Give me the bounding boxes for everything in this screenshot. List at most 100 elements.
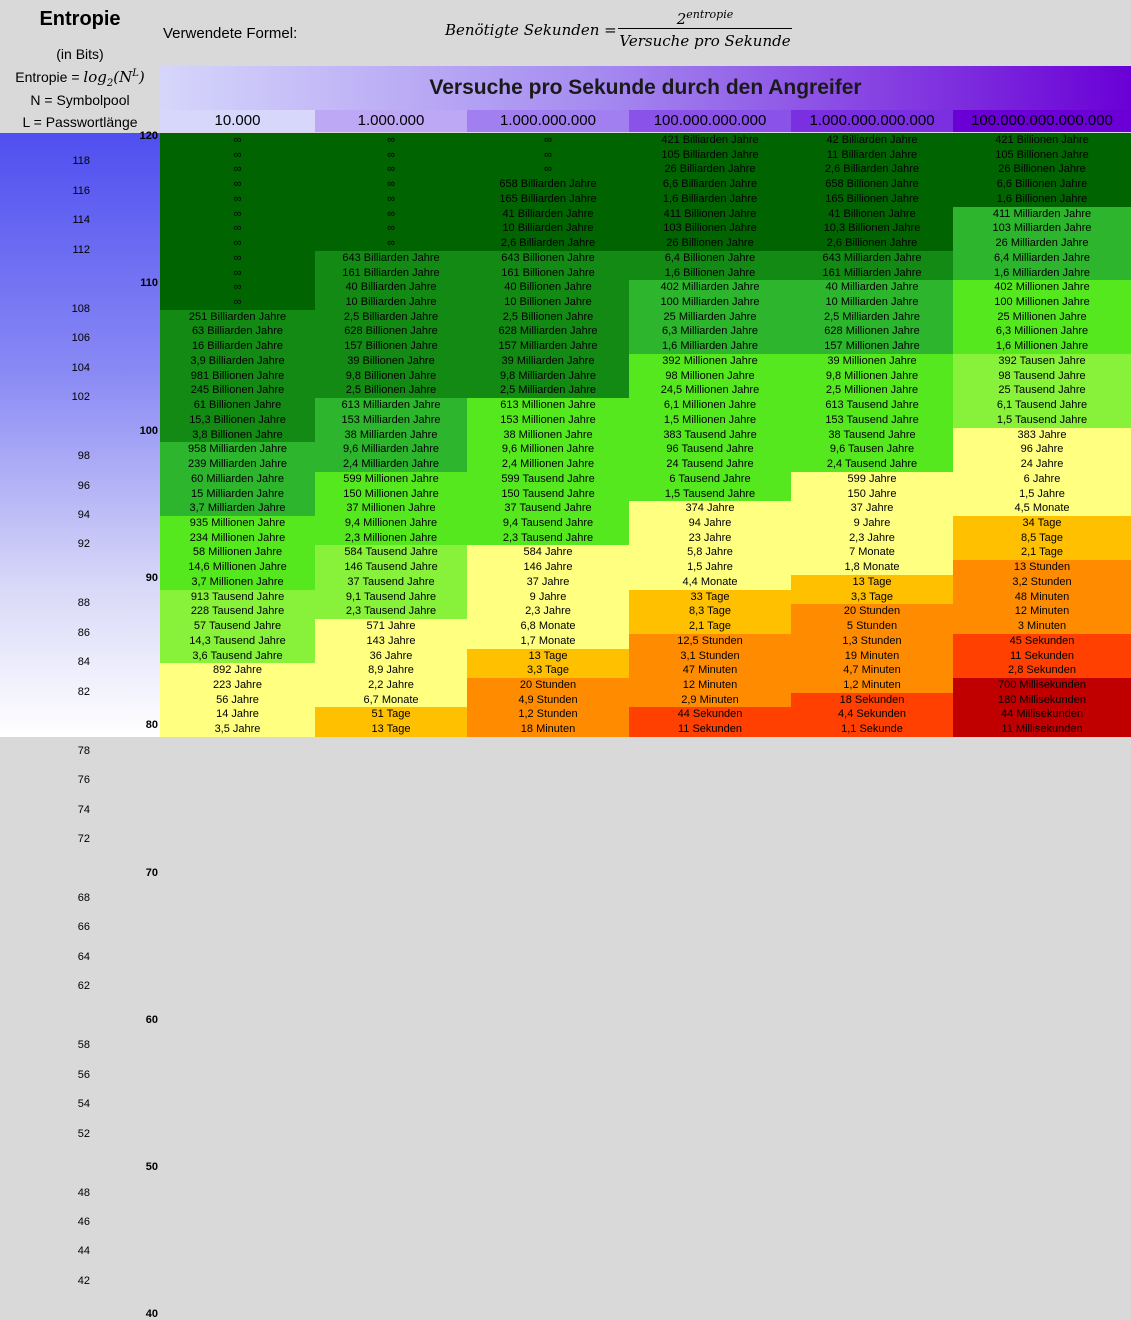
entropy-major-tick: 60 (145, 1013, 158, 1026)
time-cell: 100 Millionen Jahre (953, 295, 1131, 310)
time-cell: 11 Sekunden (629, 722, 791, 737)
time-cell: 15 Milliarden Jahre (160, 487, 315, 501)
time-cell: 402 Milliarden Jahre (629, 280, 791, 295)
time-cell: 6,8 Monate (467, 619, 629, 634)
time-cell: 700 Millisekunden (953, 678, 1131, 693)
time-cell: 58 Millionen Jahre (160, 545, 315, 560)
time-cell: 10,3 Billionen Jahre (791, 221, 953, 236)
time-cell: 6,6 Billionen Jahre (953, 177, 1131, 192)
time-cell: 3,1 Stunden (629, 649, 791, 663)
time-cell: ∞ (160, 133, 315, 148)
time-cell: 2,4 Millionen Jahre (467, 457, 629, 472)
time-cell: 9,6 Tausen Jahre (791, 442, 953, 457)
time-cell: 3,3 Tage (791, 590, 953, 604)
time-cell: 20 Stunden (467, 678, 629, 693)
time-cell: 9,8 Millionen Jahre (791, 369, 953, 383)
time-cell: 383 Tausend Jahre (629, 428, 791, 442)
entropy-minor-tick: 118 (72, 155, 90, 168)
time-cell: 2,9 Minuten (629, 693, 791, 707)
time-cell: 2,5 Milliarden Jahre (467, 383, 629, 398)
time-cell: 5,8 Jahre (629, 545, 791, 560)
entropy-minor-tick: 82 (77, 685, 90, 698)
time-cell: 40 Billiarden Jahre (315, 280, 467, 295)
time-grid: ∞ ∞ ∞ 421 Billiarden Jahre 42 Billiarden Jah… (160, 133, 1131, 737)
time-cell: 11 Millisekunden (953, 722, 1131, 737)
time-cell: 374 Jahre (629, 501, 791, 516)
time-cell: 3,2 Stunden (953, 575, 1131, 590)
time-cell: 6,1 Millionen Jahre (629, 398, 791, 413)
time-cell: 383 Jahre (953, 428, 1131, 442)
time-cell: 37 Millionen Jahre (315, 501, 467, 516)
time-cell: 3,6 Tausend Jahre (160, 649, 315, 663)
time-cell: 153 Millionen Jahre (467, 413, 629, 428)
time-cell: 2,1 Tage (629, 619, 791, 634)
time-cell: ∞ (160, 280, 315, 295)
time-cell: 150 Jahre (791, 487, 953, 501)
time-cell: 96 Tausend Jahre (629, 442, 791, 457)
time-cell: 658 Billionen Jahre (791, 177, 953, 192)
time-cell: 935 Millionen Jahre (160, 516, 315, 531)
time-cell: 25 Tausend Jahre (953, 383, 1131, 398)
time-cell: 4,4 Monate (629, 575, 791, 590)
time-cell: 6 Jahre (953, 472, 1131, 487)
time-cell: 18 Sekunden (791, 693, 953, 707)
time-cell: 13 Stunden (953, 560, 1131, 575)
time-cell: 180 Millisekunden (953, 693, 1131, 707)
formula-lhs: Benötigte Sekunden = (445, 21, 617, 39)
entropy-minor-tick: 48 (77, 1186, 90, 1199)
time-cell: 223 Jahre (160, 678, 315, 693)
time-cell: 3,7 Milliarden Jahre (160, 501, 315, 516)
entropy-minor-tick: 72 (77, 833, 90, 846)
time-cell: 2,5 Millionen Jahre (791, 383, 953, 398)
time-cell: 6 Tausend Jahre (629, 472, 791, 487)
time-cell: 41 Billionen Jahre (791, 207, 953, 221)
entropy-major-tick: 80 (145, 719, 158, 732)
time-cell: 2,3 Tausend Jahre (315, 604, 467, 619)
time-cell: 628 Millionen Jahre (791, 324, 953, 339)
time-cell: 9 Jahre (791, 516, 953, 531)
time-cell: 2,6 Billiarden Jahre (467, 236, 629, 251)
time-cell: ∞ (315, 221, 467, 236)
time-cell: ∞ (160, 148, 315, 162)
time-cell: 12 Minuten (629, 678, 791, 693)
time-cell: 1,5 Tausend Jahre (953, 413, 1131, 428)
time-cell: 1,8 Monate (791, 560, 953, 575)
time-cell: 3,5 Jahre (160, 722, 315, 737)
time-cell: 6,6 Billiarden Jahre (629, 177, 791, 192)
time-cell: 96 Jahre (953, 442, 1131, 457)
time-cell: 157 Milliarden Jahre (467, 339, 629, 354)
time-cell: 658 Billiarden Jahre (467, 177, 629, 192)
entropy-minor-tick: 84 (77, 656, 90, 669)
time-cell: 10 Billiarden Jahre (467, 221, 629, 236)
time-cell: 150 Millionen Jahre (315, 487, 467, 501)
time-cell: 44 Sekunden (629, 707, 791, 722)
time-cell: 161 Milliarden Jahre (791, 266, 953, 280)
time-cell: 56 Jahre (160, 693, 315, 707)
length-definition: L = Passwortlänge (22, 114, 138, 130)
time-cell: 892 Jahre (160, 663, 315, 678)
time-cell: 2,3 Jahre (791, 531, 953, 545)
time-cell: 2,5 Billiarden Jahre (315, 310, 467, 324)
time-cell: 402 Millionen Jahre (953, 280, 1131, 295)
time-cell: 14,3 Tausend Jahre (160, 634, 315, 649)
time-cell: 39 Millionen Jahre (791, 354, 953, 369)
time-cell: 57 Tausend Jahre (160, 619, 315, 634)
entropy-major-tick: 50 (145, 1161, 158, 1174)
time-cell: 6,4 Milliarden Jahre (953, 251, 1131, 266)
entropy-minor-tick: 92 (77, 538, 90, 551)
time-cell: 5 Stunden (791, 619, 953, 634)
time-cell: 12 Minuten (953, 604, 1131, 619)
time-cell: 2,3 Jahre (467, 604, 629, 619)
entropy-minor-tick: 54 (77, 1098, 90, 1111)
time-cell: 103 Billionen Jahre (629, 221, 791, 236)
time-cell: 1,6 Billionen Jahre (953, 192, 1131, 207)
time-cell: 3 Minuten (953, 619, 1131, 634)
time-cell: 12,5 Stunden (629, 634, 791, 649)
time-cell: 9,6 Millionen Jahre (467, 442, 629, 457)
column-header: 100.000.000.000.000 (953, 110, 1131, 132)
time-cell: 26 Billionen Jahre (629, 236, 791, 251)
formula-denominator: Versuche pro Sekunde (619, 32, 791, 50)
time-cell: 1,3 Stunden (791, 634, 953, 649)
entropy-minor-tick: 56 (77, 1068, 90, 1081)
time-cell: 6,1 Tausend Jahre (953, 398, 1131, 413)
